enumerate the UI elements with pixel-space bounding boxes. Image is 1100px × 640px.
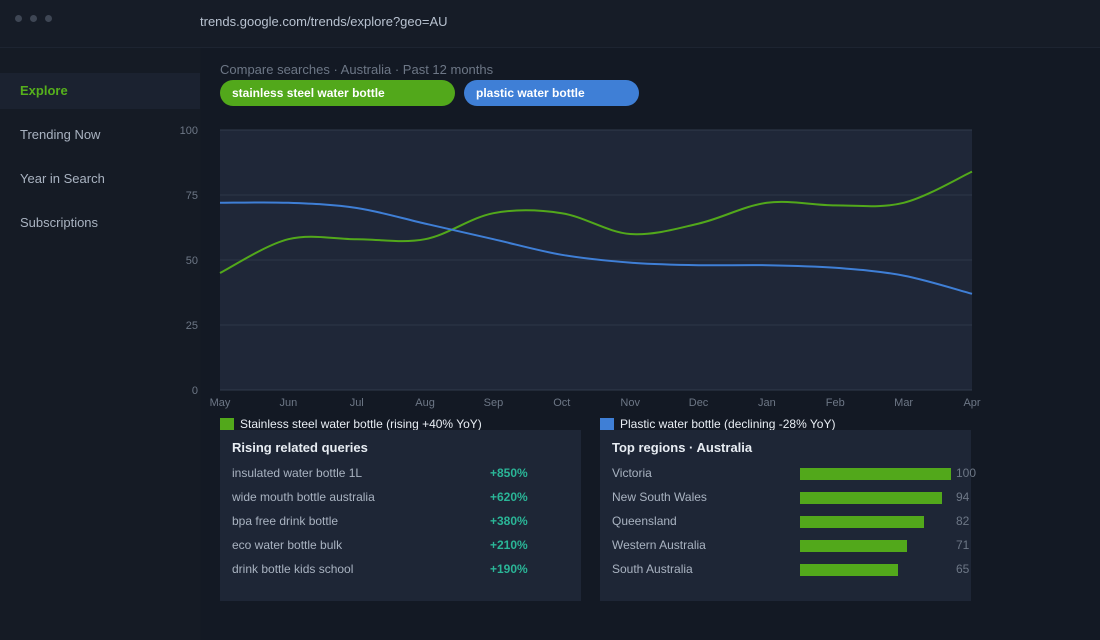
x-tick-label: Apr (963, 397, 980, 409)
region-name: Victoria (612, 466, 652, 480)
y-tick-label: 75 (186, 190, 198, 202)
region-row[interactable]: Victoria 100 (612, 466, 976, 490)
address-bar[interactable]: trends.google.com/trends/explore?geo=AU (200, 14, 448, 29)
x-tick-label: Aug (415, 397, 435, 409)
query-row[interactable]: drink bottle kids school +190% (232, 562, 572, 586)
query-text: drink bottle kids school (232, 562, 354, 576)
query-growth: +850% (490, 466, 528, 480)
series-line-stainless (219, 170, 973, 274)
region-name: New South Wales (612, 490, 707, 504)
query-text: insulated water bottle 1L (232, 466, 363, 480)
top-regions-title: Top regions · Australia (612, 440, 753, 455)
region-row[interactable]: Queensland 82 (612, 514, 972, 538)
series-line-plastic (219, 201, 973, 295)
x-tick-label: Mar (894, 397, 913, 409)
region-row[interactable]: New South Wales 94 (612, 490, 972, 514)
region-bar (800, 516, 924, 528)
region-bar (800, 492, 942, 504)
legend-label-stainless: Stainless steel water bottle (rising +40… (240, 417, 482, 431)
region-name: Queensland (612, 514, 677, 528)
region-bar (800, 564, 899, 576)
window-dot-icon[interactable] (30, 15, 37, 22)
search-term-chip-stainless[interactable]: stainless steel water bottle (220, 80, 455, 106)
page-subtitle: Compare searches · Australia · Past 12 m… (220, 62, 494, 77)
sidebar-item-year-in-search[interactable]: Year in Search (20, 171, 105, 186)
legend-item-plastic: Plastic water bottle (declining -28% YoY… (600, 417, 835, 431)
query-text: wide mouth bottle australia (232, 490, 375, 504)
sidebar: Explore Trending Now Year in Search Subs… (0, 48, 200, 640)
y-tick-label: 25 (186, 320, 198, 332)
query-growth: +620% (490, 490, 528, 504)
sidebar-item-explore[interactable]: Explore (0, 73, 200, 109)
browser-toolbar: trends.google.com/trends/explore?geo=AU (0, 0, 1100, 48)
y-tick-label: 0 (192, 385, 198, 397)
y-tick-label: 100 (180, 125, 198, 137)
region-value: 94 (956, 490, 970, 504)
legend-swatch-plastic (600, 418, 614, 430)
region-value: 82 (956, 514, 970, 528)
top-regions-panel: Top regions · Australia Victoria 100 New … (600, 430, 976, 601)
x-tick-label: Sep (484, 397, 504, 409)
region-value: 100 (956, 466, 977, 480)
window-controls (15, 15, 52, 22)
legend-label-plastic: Plastic water bottle (declining -28% YoY… (620, 417, 836, 431)
query-row[interactable]: bpa free drink bottle +380% (232, 514, 572, 538)
region-row[interactable]: South Australia 65 (612, 562, 972, 586)
region-value: 71 (956, 538, 970, 552)
legend-item-stainless: Stainless steel water bottle (rising +40… (220, 417, 482, 431)
window-dot-icon[interactable] (45, 15, 52, 22)
query-row[interactable]: insulated water bottle 1L +850% (232, 466, 572, 490)
x-tick-label: Nov (620, 397, 640, 409)
region-bar (800, 468, 951, 480)
region-name: Western Australia (612, 538, 706, 552)
interest-over-time-chart: 100 75 50 25 0 May Jun Jul Aug Sep Oct Nov Dec Jan Feb… (180, 125, 981, 409)
query-text: eco water bottle bulk (232, 538, 343, 552)
x-tick-label: Jan (758, 397, 776, 409)
y-tick-label: 50 (186, 255, 198, 267)
sidebar-item-trending-now[interactable]: Trending Now (20, 127, 101, 142)
rising-queries-title: Rising related queries (232, 440, 368, 455)
window-dot-icon[interactable] (15, 15, 22, 22)
x-tick-label: Jul (350, 397, 364, 409)
sidebar-item-subscriptions[interactable]: Subscriptions (20, 215, 99, 230)
query-growth: +190% (490, 562, 528, 576)
region-bar (800, 540, 908, 552)
x-tick-label: Jun (279, 397, 297, 409)
query-growth: +380% (490, 514, 528, 528)
x-tick-label: Oct (553, 397, 570, 409)
x-tick-label: Dec (689, 397, 709, 409)
search-term-chip-plastic[interactable]: plastic water bottle (464, 80, 639, 106)
region-name: South Australia (612, 562, 693, 576)
rising-queries-panel: Rising related queries insulated water b… (220, 430, 581, 601)
query-text: bpa free drink bottle (232, 514, 339, 528)
region-row[interactable]: Western Australia 71 (612, 538, 972, 562)
query-row[interactable]: wide mouth bottle australia +620% (232, 490, 572, 514)
x-tick-label: Feb (826, 397, 845, 409)
x-tick-label: May (210, 397, 231, 409)
query-growth: +210% (490, 538, 528, 552)
legend-swatch-stainless (220, 418, 234, 430)
region-value: 65 (956, 562, 970, 576)
query-row[interactable]: eco water bottle bulk +210% (232, 538, 572, 562)
